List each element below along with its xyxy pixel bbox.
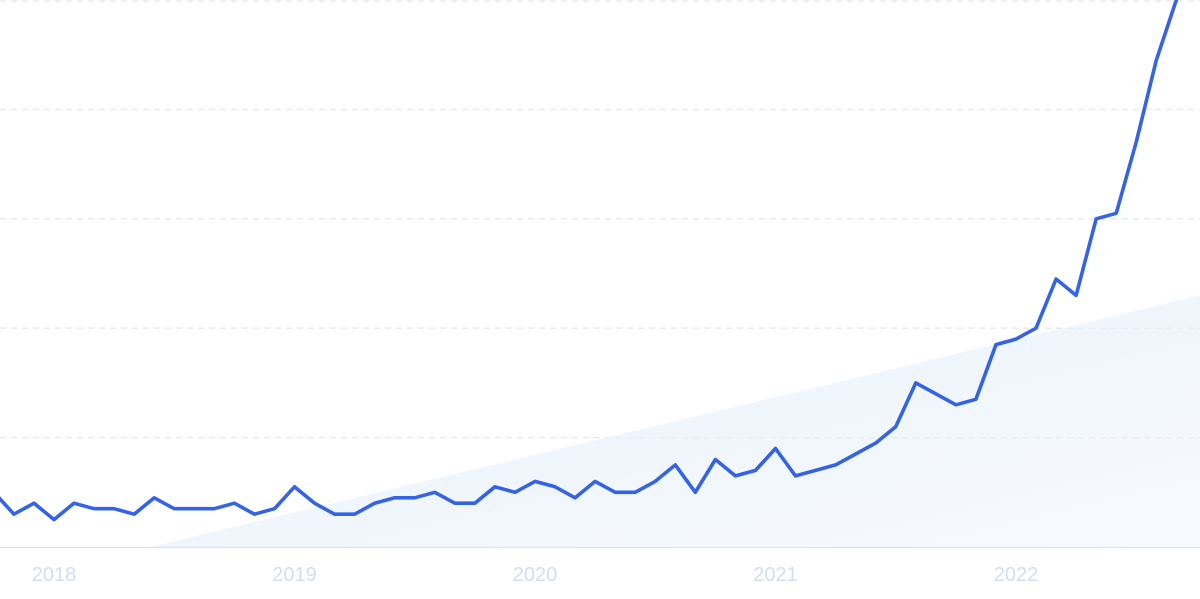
series-layer xyxy=(0,0,1179,522)
x-tick-label-2022: 2022 xyxy=(994,564,1039,586)
x-tick-labels: 2018 2019 2020 2021 2022 xyxy=(32,564,1039,586)
x-tick-label-2018: 2018 xyxy=(32,564,77,586)
gridlines xyxy=(0,0,1200,439)
x-tick-label-2020: 2020 xyxy=(513,564,558,586)
x-tick-label-2021: 2021 xyxy=(753,564,798,586)
x-tick-label-2019: 2019 xyxy=(272,564,317,586)
trend-area-shape xyxy=(150,295,1200,547)
series-line-0 xyxy=(0,0,1179,522)
trend-area xyxy=(150,295,1200,547)
